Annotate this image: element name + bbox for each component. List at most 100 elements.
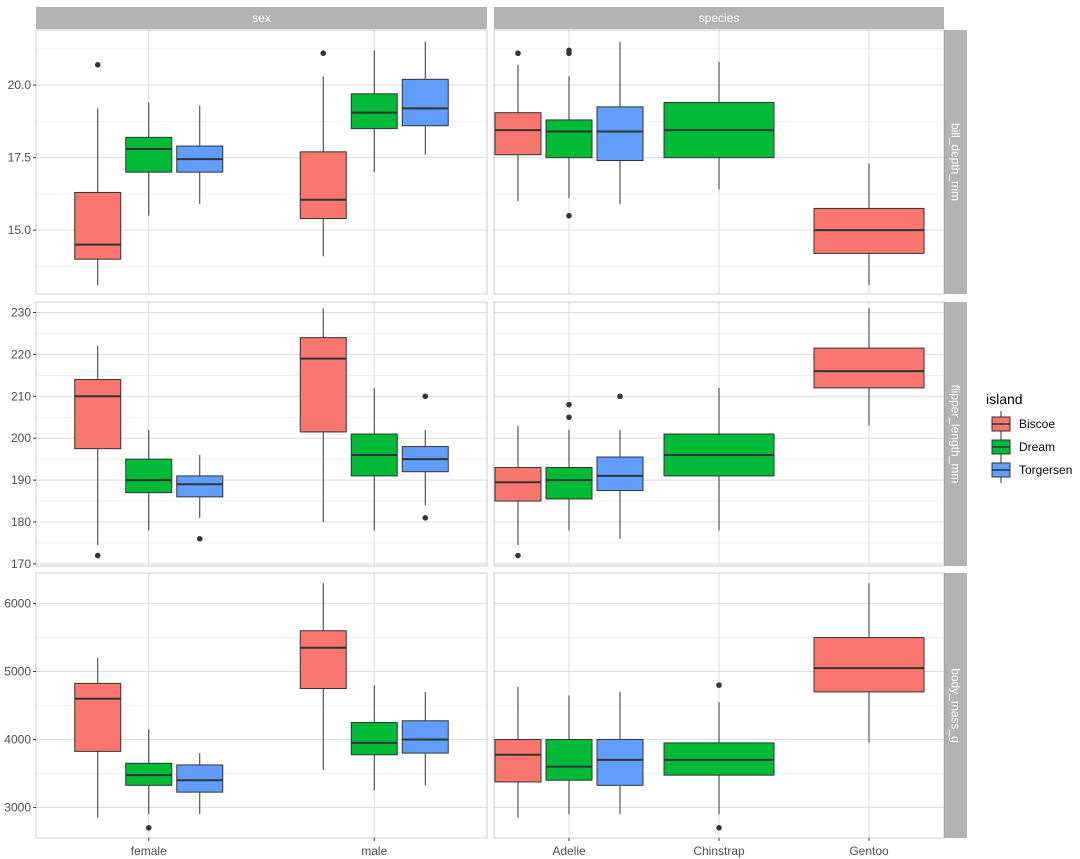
- box-Adelie-Biscoe: [494, 686, 542, 818]
- box-female-Torgersen: [176, 105, 224, 205]
- outlier-point: [566, 47, 572, 54]
- box-iqr: [74, 379, 122, 450]
- y-tick-label: 5000: [4, 665, 31, 679]
- x-tick-label-female: female: [131, 844, 167, 858]
- box-iqr: [545, 738, 593, 781]
- box-Chinstrap-Dream: [663, 61, 775, 190]
- x-tick-label-Gentoo: Gentoo: [849, 844, 889, 858]
- box-iqr: [596, 106, 644, 162]
- box-iqr: [350, 93, 398, 130]
- x-tick-label-male: male: [361, 844, 387, 858]
- box-male-Dream: [350, 50, 398, 173]
- box-Adelie-Torgersen: [596, 691, 644, 815]
- strip-flipper_length_mm: [944, 302, 967, 566]
- box-Chinstrap-Dream: [663, 682, 775, 831]
- legend-label-Torgersen: Torgersen: [1019, 463, 1072, 477]
- box-iqr: [494, 467, 542, 502]
- panel-border: [493, 29, 945, 295]
- box-Gentoo-Biscoe: [813, 308, 925, 426]
- box-male-Dream: [350, 387, 398, 531]
- outlier-point: [617, 393, 623, 400]
- box-Adelie-Torgersen: [596, 41, 644, 205]
- outlier-point: [566, 401, 572, 408]
- y-tick-label: 200: [11, 431, 31, 445]
- box-female-Biscoe: [74, 346, 122, 559]
- y-tick-label: 220: [11, 347, 31, 361]
- panel-border: [35, 29, 488, 295]
- box-iqr: [176, 764, 224, 793]
- outlier-point: [422, 393, 429, 400]
- box-female-Biscoe: [74, 62, 122, 286]
- box-female-Dream: [125, 429, 173, 531]
- strip-label-bill_depth_mm: bill_depth_mm: [949, 123, 963, 201]
- box-iqr: [299, 151, 347, 220]
- box-female-Dream: [125, 729, 173, 831]
- box-iqr: [813, 637, 925, 693]
- box-female-Torgersen: [176, 454, 224, 542]
- y-tick-label: 210: [11, 389, 31, 403]
- box-Gentoo-Biscoe: [813, 163, 925, 286]
- box-iqr: [125, 136, 173, 173]
- y-tick-label: 170: [11, 557, 31, 571]
- box-female-Torgersen: [176, 753, 224, 815]
- outlier-point: [94, 552, 101, 559]
- box-Adelie-Dream: [545, 47, 593, 219]
- box-male-Dream: [350, 685, 398, 791]
- outlier-point: [716, 682, 722, 688]
- box-male-Biscoe: [299, 308, 347, 522]
- box-male-Biscoe: [299, 50, 347, 257]
- outlier-point: [566, 414, 572, 421]
- y-tick-label: 230: [11, 305, 31, 319]
- box-iqr: [74, 191, 122, 260]
- box-iqr: [299, 337, 347, 433]
- y-tick-label: 190: [11, 473, 31, 487]
- box-female-Biscoe: [74, 657, 122, 818]
- box-iqr: [596, 456, 644, 492]
- box-Adelie-Dream: [545, 695, 593, 815]
- box-male-Torgersen: [401, 41, 449, 155]
- box-iqr: [596, 738, 644, 786]
- box-iqr: [545, 467, 593, 500]
- box-iqr: [176, 475, 224, 498]
- y-tick-label: 180: [11, 515, 31, 529]
- strip-sex: [36, 7, 487, 29]
- panel-sex-bill_depth_mm: [35, 29, 488, 295]
- outlier-point: [196, 535, 203, 542]
- box-iqr: [401, 720, 449, 754]
- strip-label-sex: sex: [252, 11, 271, 25]
- y-tick-label: 6000: [4, 597, 31, 611]
- y-tick-label: 4000: [4, 732, 31, 746]
- y-tick-label: 3000: [4, 800, 31, 814]
- strip-body_mass_g: [944, 573, 967, 838]
- panel-sex-flipper_length_mm: [35, 301, 488, 567]
- panel-sex-body_mass_g: [35, 572, 488, 839]
- box-iqr: [125, 458, 173, 494]
- outlier-point: [566, 212, 572, 219]
- axis-layer: 15.0 17.5 20.0 170 180 190 200 210 220 230 3000 400…: [4, 78, 889, 858]
- outlier-point: [422, 515, 429, 521]
- box-Adelie-Torgersen: [596, 393, 644, 539]
- legend-label-Dream: Dream: [1019, 440, 1055, 454]
- box-female-Dream: [125, 102, 173, 216]
- box-Gentoo-Biscoe: [813, 583, 925, 743]
- box-iqr: [494, 738, 542, 783]
- box-Adelie-Biscoe: [494, 425, 542, 559]
- box-iqr: [350, 721, 398, 756]
- x-tick-label-Chinstrap: Chinstrap: [693, 844, 745, 858]
- outlier-point: [94, 62, 101, 68]
- outlier-point: [145, 825, 152, 831]
- strip-label-flipper_length_mm: flipper_length_mm: [949, 385, 963, 484]
- panels-layer: sex species bill_depth_mm flipper_length_mm…: [35, 7, 967, 839]
- panel-species-bill_depth_mm: [493, 29, 945, 295]
- y-tick-label: 17.5: [8, 151, 32, 165]
- y-tick-label: 20.0: [8, 78, 32, 92]
- box-iqr: [299, 630, 347, 690]
- panel-species-body_mass_g: [493, 572, 945, 839]
- outlier-point: [716, 825, 722, 831]
- box-iqr: [545, 119, 593, 159]
- panel-border: [35, 301, 488, 567]
- outlier-point: [515, 552, 521, 559]
- strip-label-body_mass_g: body_mass_g: [949, 668, 963, 743]
- panel-species-flipper_length_mm: [493, 301, 945, 567]
